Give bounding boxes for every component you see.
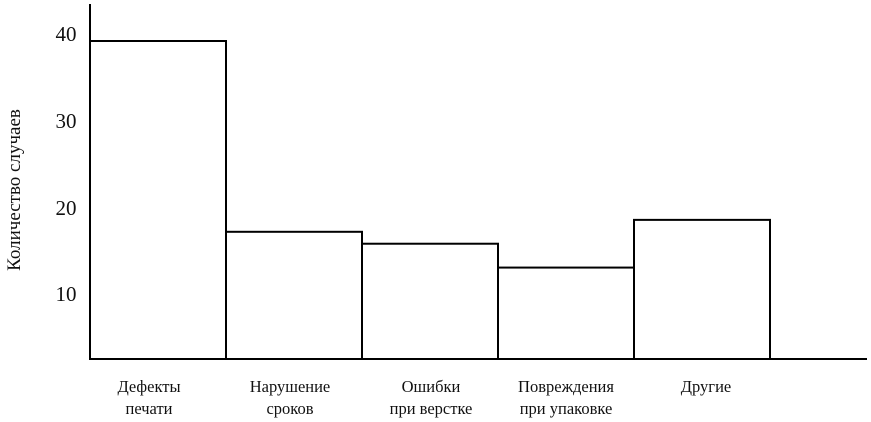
- x-category-label-1: Нарушение сроков: [250, 377, 331, 418]
- y-tick-label-40: 40: [56, 22, 77, 46]
- y-tick-label-30: 30: [56, 109, 77, 133]
- y-tick-labels: 10 20 30 40: [56, 22, 77, 306]
- y-axis-title: Количество случаев: [4, 109, 25, 271]
- bar-4: [633, 218, 771, 360]
- axes-group: [89, 4, 867, 360]
- y-tick-label-10: 10: [56, 282, 77, 306]
- x-category-label-2: Ошибки при верстке: [390, 377, 473, 418]
- bar-0: [89, 40, 227, 360]
- bar-2: [361, 242, 499, 361]
- x-category-label-4: Другие: [681, 377, 731, 396]
- bar-1: [225, 230, 363, 360]
- y-tick-label-20: 20: [56, 196, 77, 220]
- bar-3: [497, 266, 635, 361]
- x-category-label-3: Повреждения при упаковке: [518, 377, 614, 418]
- x-category-label-0: Дефекты печати: [117, 377, 180, 418]
- bars-group: [89, 40, 771, 361]
- x-category-labels: Дефекты печати Нарушение сроков Ошибки при ве…: [117, 377, 731, 418]
